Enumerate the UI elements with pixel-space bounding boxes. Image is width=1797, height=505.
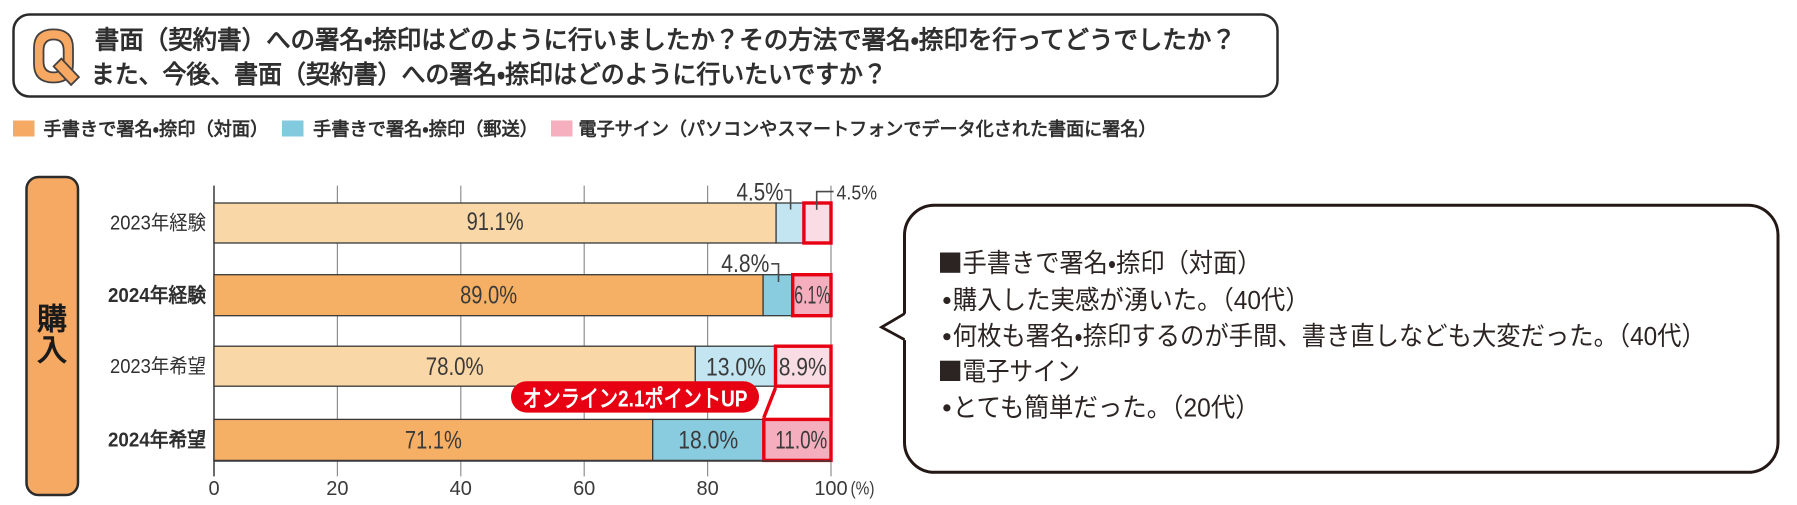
svg-text:18.0%: 18.0%: [678, 426, 738, 454]
svg-text:手書きで署名・捺印（対面）: 手書きで署名・捺印（対面）: [43, 119, 268, 140]
svg-text:電子サイン（パソコンやスマートフォンでデータ化された書面に署: 電子サイン（パソコンやスマートフォンでデータ化された書面に署名）: [579, 119, 1157, 140]
svg-text:2023年希望: 2023年希望: [110, 355, 206, 378]
svg-text:4.5%: 4.5%: [737, 179, 784, 207]
svg-text:(%): (%): [851, 479, 875, 499]
svg-text:8.9%: 8.9%: [779, 354, 827, 382]
svg-text:手書きで署名・捺印（対面）: 手書きで署名・捺印（対面）: [963, 248, 1262, 278]
svg-text:とても簡単だった。（20代）: とても簡単だった。（20代）: [953, 392, 1260, 422]
svg-text:入: 入: [37, 334, 67, 367]
svg-text:4.5%: 4.5%: [837, 182, 878, 204]
svg-text:購: 購: [37, 304, 67, 337]
svg-text:80: 80: [696, 478, 718, 500]
svg-text:オンライン2.1ポイントUP: オンライン2.1ポイントUP: [523, 384, 748, 411]
svg-text:また、今後、書面（契約書）への署名・捺印はどのように行いたい: また、今後、書面（契約書）への署名・捺印はどのように行いたいですか？: [91, 60, 887, 89]
svg-text:0: 0: [208, 478, 219, 500]
svg-text:13.0%: 13.0%: [706, 354, 766, 382]
svg-text:書面（契約書）への署名・捺印はどのように行いましたか？その方: 書面（契約書）への署名・捺印はどのように行いましたか？その方法で署名・捺印を行っ…: [95, 26, 1236, 55]
svg-text:4.8%: 4.8%: [721, 250, 769, 278]
svg-text:手書きで署名・捺印（郵送）: 手書きで署名・捺印（郵送）: [313, 119, 538, 140]
svg-text:89.0%: 89.0%: [460, 282, 517, 310]
svg-text:20: 20: [326, 478, 348, 500]
svg-text:11.0%: 11.0%: [775, 426, 827, 454]
svg-text:100: 100: [814, 478, 847, 500]
svg-text:71.1%: 71.1%: [405, 426, 462, 454]
svg-text:2024年希望: 2024年希望: [108, 428, 206, 452]
svg-text:電子サイン: 電子サイン: [963, 357, 1081, 387]
svg-text:2024年経験: 2024年経験: [108, 283, 207, 307]
svg-text:何枚も署名・捺印するのが手間、書き直しなども大変だった。（4: 何枚も署名・捺印するのが手間、書き直しなども大変だった。（40代）: [953, 321, 1706, 351]
svg-text:2023年経験: 2023年経験: [110, 212, 206, 235]
svg-text:60: 60: [573, 478, 595, 500]
svg-text:6.1%: 6.1%: [794, 282, 830, 310]
svg-text:78.0%: 78.0%: [426, 353, 484, 381]
svg-text:購入した実感が湧いた。（40代）: 購入した実感が湧いた。（40代）: [953, 285, 1310, 315]
svg-text:91.1%: 91.1%: [467, 208, 524, 236]
svg-text:40: 40: [450, 478, 472, 500]
